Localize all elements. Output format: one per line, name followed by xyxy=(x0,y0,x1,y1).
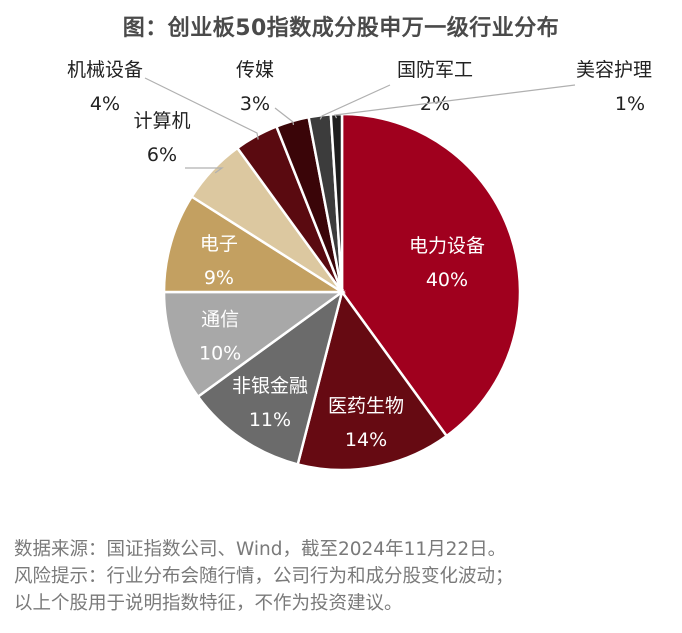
chart-title: 图：创业板50指数成分股申万一级行业分布 xyxy=(122,16,560,41)
slice-value-1: 14% xyxy=(345,429,387,451)
slice-label-9: 美容护理 xyxy=(576,59,652,81)
footnote-source: 数据来源：国证指数公司、Wind，截至2024年11月22日。 xyxy=(14,539,507,560)
slice-value-3: 10% xyxy=(199,343,241,365)
footnote-risk: 风险提示：行业分布会随行情，公司行为和成分股变化波动； xyxy=(14,566,514,587)
slice-label-5: 计算机 xyxy=(133,110,190,132)
slice-label-7: 传媒 xyxy=(236,59,274,81)
slice-label-1: 医药生物 xyxy=(328,395,404,417)
leader-line-5 xyxy=(185,167,224,174)
pie-slice-1 xyxy=(296,289,449,472)
slice-label-8: 国防军工 xyxy=(397,59,473,81)
leader-line-8 xyxy=(319,84,391,120)
slice-value-2: 11% xyxy=(249,409,291,431)
leader-line-9 xyxy=(334,84,576,119)
leader-line-7 xyxy=(274,107,295,126)
pie-slice-0 xyxy=(340,112,522,438)
pie-slice-4 xyxy=(162,194,347,294)
footnote-block: 数据来源：国证指数公司、Wind，截至2024年11月22日。 风险提示：行业分… xyxy=(14,536,674,617)
slice-value-7: 3% xyxy=(240,93,270,115)
pie-slice-2 xyxy=(196,288,345,466)
slice-label-3: 通信 xyxy=(201,309,239,331)
slice-label-2: 非银金融 xyxy=(232,375,308,397)
pie-chart: 电力设备 40% 医药生物 14% 非银金融 11% 通信 10% 电子 9% 计算机 6% 机械设备 4… xyxy=(67,59,652,472)
slice-value-6: 4% xyxy=(90,93,120,115)
slice-label-0: 电力设备 xyxy=(409,235,485,257)
pie-slice-3 xyxy=(162,290,346,399)
slice-value-8: 2% xyxy=(420,93,450,115)
footnote-disclaimer: 以上个股用于说明指数特征，不作为投资建议。 xyxy=(14,593,403,614)
slice-label-6: 机械设备 xyxy=(67,59,143,81)
slice-value-5: 6% xyxy=(147,144,177,166)
slice-value-9: 1% xyxy=(615,93,645,115)
leader-line-6 xyxy=(144,77,259,140)
slice-value-0: 40% xyxy=(426,269,468,291)
slice-label-4: 电子 xyxy=(200,233,238,255)
slice-value-4: 9% xyxy=(204,267,234,289)
